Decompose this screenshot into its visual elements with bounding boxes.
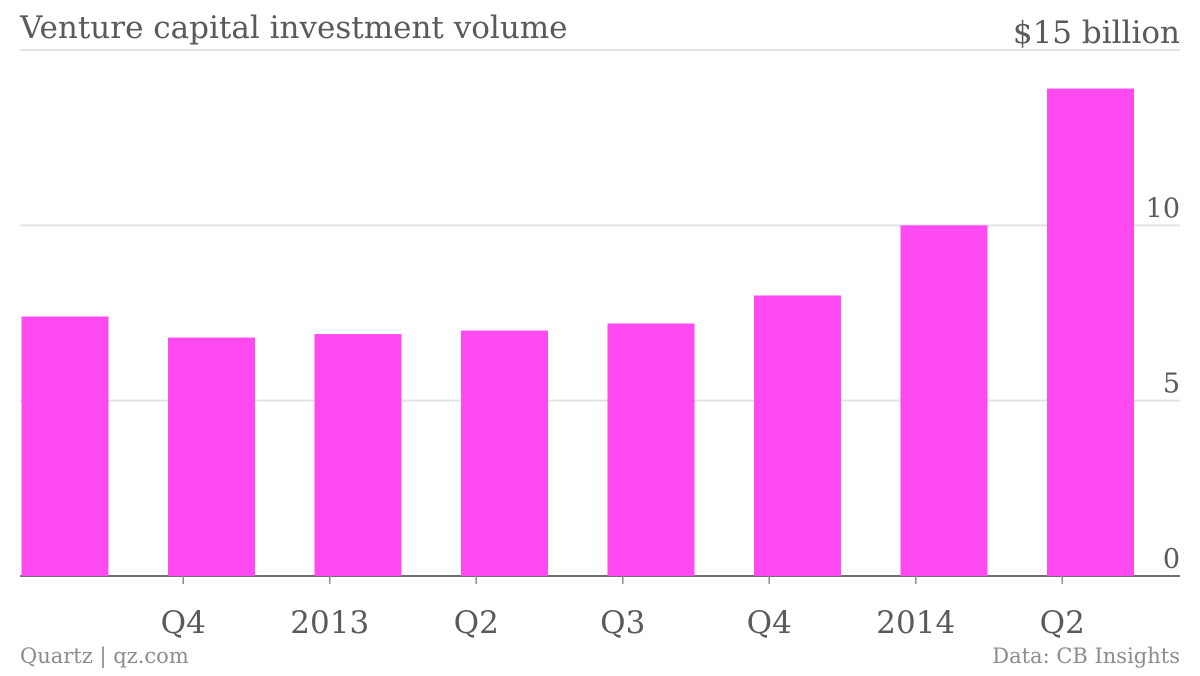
y-unit-label: $15 billion (1013, 15, 1180, 51)
bar (607, 323, 695, 576)
bar-series (21, 88, 1134, 577)
bar (1047, 88, 1134, 576)
x-tick-label: Q2 (1040, 605, 1085, 641)
footer-source-right: Data: CB Insights (992, 644, 1180, 668)
bar (168, 337, 255, 576)
x-tick-label: Q4 (161, 605, 206, 641)
bar (461, 330, 548, 576)
bar (900, 225, 988, 577)
x-tick-label: Q4 (747, 605, 792, 641)
x-tick-label: Q2 (454, 605, 499, 641)
chart-title: Venture capital investment volume (20, 10, 568, 46)
x-tick-label: 2013 (290, 605, 369, 641)
y-axis-labels: $15 billion 0 5 10 (1013, 15, 1180, 575)
x-axis-labels: Q4 2013 Q2 Q3 Q4 2014 Q2 (161, 576, 1085, 641)
x-tick-label: 2014 (876, 605, 955, 641)
x-tick-label: Q3 (600, 605, 645, 641)
bar (314, 334, 402, 576)
y-tick-label: 10 (1146, 193, 1180, 224)
y-tick-label: 5 (1163, 369, 1180, 400)
y-tick-label: 0 (1163, 544, 1180, 575)
bar (21, 316, 109, 576)
bar (754, 295, 841, 576)
footer-source-left: Quartz | qz.com (20, 644, 189, 668)
